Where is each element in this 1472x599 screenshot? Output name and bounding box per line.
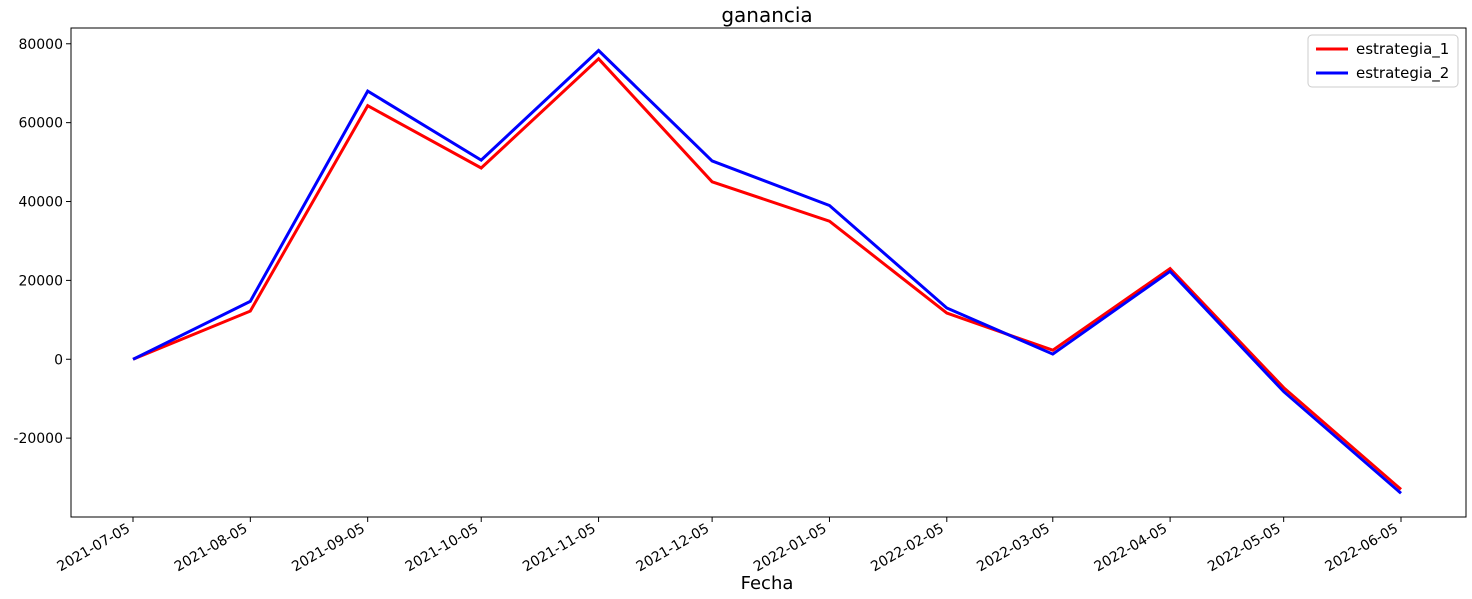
legend-label-estrategia_2: estrategia_2 [1356,64,1449,83]
y-tick-label: 40000 [18,195,63,211]
series-line-estrategia_1 [132,56,1402,491]
x-axis-label: Fecha [741,573,794,594]
legend-label-estrategia_1: estrategia_1 [1356,40,1449,59]
y-tick-label: 60000 [18,116,63,132]
axes-frame [70,27,1467,518]
y-tick-label: 80000 [18,37,63,53]
y-axis-ticks: -20000 0 20000 40000 60000 80000 [13,37,71,447]
legend: estrategia_1 estrategia_2 [1307,34,1459,88]
chart-title: ganancia [721,3,812,27]
series-lines [132,48,1402,495]
y-tick-label: 0 [54,352,63,368]
y-tick-label: 20000 [18,273,63,289]
y-tick-label: -20000 [13,431,63,447]
series-line-estrategia_2 [132,48,1402,495]
